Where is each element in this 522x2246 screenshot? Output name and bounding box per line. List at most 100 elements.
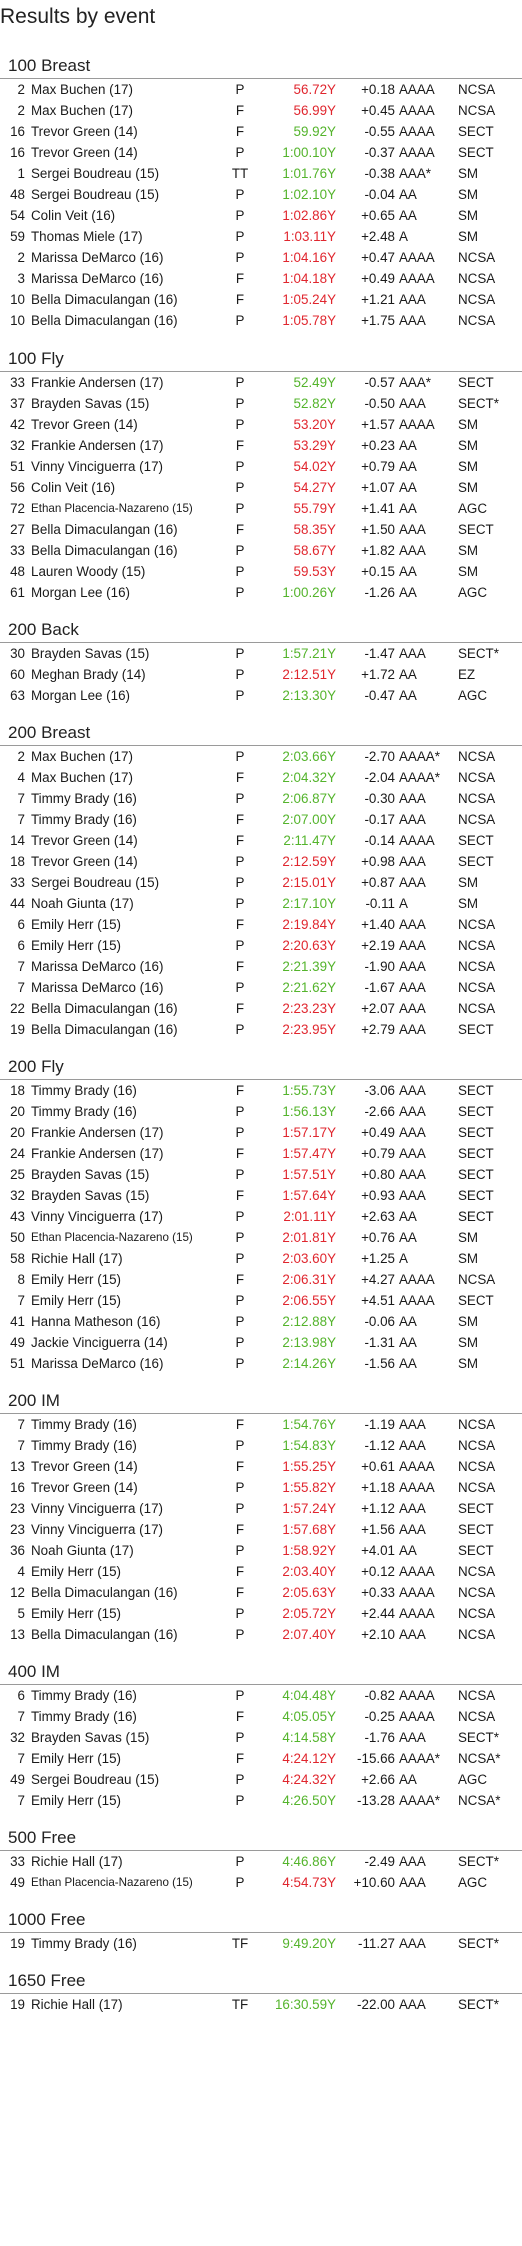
meet-cell: SECT*: [458, 396, 499, 411]
round-cell: P: [235, 229, 245, 244]
time-cell: 1:57.47Y: [282, 1146, 336, 1161]
time-cell: 58.35Y: [293, 522, 336, 537]
meet-cell: SECT: [458, 833, 494, 848]
swimmer-name: Timmy Brady (16): [31, 812, 137, 827]
swimmer-name: Emily Herr (15): [31, 1564, 122, 1579]
time-cell: 1:55.73Y: [282, 1083, 336, 1098]
swimmer-name: Marissa DeMarco (16): [31, 959, 164, 974]
place-cell: 14: [10, 833, 25, 848]
round-cell: P: [235, 1335, 245, 1350]
meet-cell: EZ: [458, 667, 476, 682]
round-cell: F: [235, 1001, 245, 1016]
result-row: 12 Bella Dimaculangan (16) F 2:05.63Y +0.33 A…: [0, 1582, 522, 1603]
swimmer-name: Meghan Brady (14): [31, 667, 146, 682]
meet-cell: NCSA: [458, 1606, 496, 1621]
standard-cell: A: [399, 1251, 408, 1266]
delta-cell: +10.60: [353, 1875, 395, 1890]
time-cell: 2:23.95Y: [282, 1022, 336, 1037]
place-cell: 49: [10, 1875, 25, 1890]
swimmer-name: Sergei Boudreau (15): [31, 187, 160, 202]
result-row: 19 Richie Hall (17) TF 16:30.59Y -22.00 AAA SE…: [0, 1994, 522, 2015]
round-cell: P: [235, 1125, 245, 1140]
standard-cell: AAA: [399, 1730, 426, 1745]
place-cell: 48: [10, 187, 25, 202]
meet-cell: NCSA: [458, 313, 496, 328]
round-cell: P: [235, 1543, 245, 1558]
round-cell: P: [235, 1230, 245, 1245]
round-cell: TT: [231, 166, 249, 181]
meet-cell: SECT*: [458, 1730, 499, 1745]
place-cell: 7: [17, 812, 25, 827]
meet-cell: SECT: [458, 1167, 494, 1182]
time-cell: 2:13.98Y: [282, 1335, 336, 1350]
swimmer-name: Emily Herr (15): [31, 1272, 122, 1287]
standard-cell: AAA: [399, 1188, 426, 1203]
meet-cell: SECT: [458, 124, 494, 139]
delta-cell: -2.70: [364, 749, 395, 764]
result-row: 24 Frankie Andersen (17) F 1:57.47Y +0.79 AAA…: [0, 1143, 522, 1164]
place-cell: 49: [10, 1772, 25, 1787]
place-cell: 43: [10, 1209, 25, 1224]
standard-cell: AAA: [399, 854, 426, 869]
meet-cell: SECT*: [458, 1997, 499, 2012]
standard-cell: AAA: [399, 980, 426, 995]
meet-cell: NCSA: [458, 980, 496, 995]
place-cell: 48: [10, 564, 25, 579]
round-cell: P: [235, 1772, 245, 1787]
standard-cell: AA: [399, 564, 417, 579]
place-cell: 61: [10, 585, 25, 600]
place-cell: 51: [10, 459, 25, 474]
result-row: 2 Marissa DeMarco (16) P 1:04.16Y +0.47 AAAA N…: [0, 247, 522, 268]
result-row: 7 Timmy Brady (16) F 4:05.05Y -0.25 AAAA NCSA: [0, 1706, 522, 1727]
standard-cell: AA: [399, 1356, 417, 1371]
meet-cell: NCSA: [458, 1438, 496, 1453]
meet-cell: NCSA: [458, 1272, 496, 1287]
event-title: 1650 Free: [8, 1971, 86, 1990]
standard-cell: AA: [399, 1314, 417, 1329]
delta-cell: +1.12: [361, 1501, 395, 1516]
round-cell: P: [235, 250, 245, 265]
standard-cell: AAAA: [399, 250, 435, 265]
standard-cell: AA: [399, 187, 417, 202]
round-cell: P: [235, 791, 245, 806]
swimmer-name: Frankie Andersen (17): [31, 438, 164, 453]
swimmer-name: Timmy Brady (16): [31, 1417, 137, 1432]
place-cell: 63: [10, 688, 25, 703]
result-row: 20 Frankie Andersen (17) P 1:57.17Y +0.49 AAA…: [0, 1122, 522, 1143]
delta-cell: +0.87: [361, 875, 395, 890]
result-row: 4 Emily Herr (15) F 2:03.40Y +0.12 AAAA NCSA: [0, 1561, 522, 1582]
place-cell: 7: [17, 1709, 25, 1724]
time-cell: 2:13.30Y: [282, 688, 336, 703]
result-row: 27 Bella Dimaculangan (16) F 58.35Y +1.50 AAA…: [0, 519, 522, 540]
place-cell: 56: [10, 480, 25, 495]
result-row: 2 Max Buchen (17) P 56.72Y +0.18 AAAA NCSA: [0, 79, 522, 100]
place-cell: 7: [17, 980, 25, 995]
time-cell: 2:14.26Y: [282, 1356, 336, 1371]
delta-cell: +1.07: [361, 480, 395, 495]
swimmer-name: Brayden Savas (15): [31, 396, 150, 411]
time-cell: 2:03.60Y: [282, 1251, 336, 1266]
result-row: 16 Trevor Green (14) F 59.92Y -0.55 AAAA SECT: [0, 121, 522, 142]
delta-cell: -0.04: [364, 187, 395, 202]
standard-cell: AAA: [399, 1522, 426, 1537]
time-cell: 4:24.32Y: [282, 1772, 336, 1787]
result-row: 49 Sergei Boudreau (15) P 4:24.32Y +2.66 AA AG…: [0, 1769, 522, 1790]
place-cell: 7: [17, 1293, 25, 1308]
round-cell: P: [235, 1209, 245, 1224]
swimmer-name: Frankie Andersen (17): [31, 375, 164, 390]
place-cell: 4: [17, 1564, 25, 1579]
meet-cell: SECT: [458, 1104, 494, 1119]
place-cell: 6: [17, 917, 25, 932]
round-cell: P: [235, 1022, 245, 1037]
time-cell: 2:01.81Y: [282, 1230, 336, 1245]
meet-cell: SECT*: [458, 1854, 499, 1869]
delta-cell: -15.66: [357, 1751, 395, 1766]
standard-cell: AAA: [399, 396, 426, 411]
result-row: 13 Trevor Green (14) F 1:55.25Y +0.61 AAAA NCS…: [0, 1456, 522, 1477]
swimmer-name: Brayden Savas (15): [31, 646, 150, 661]
round-cell: P: [235, 646, 245, 661]
round-cell: P: [235, 208, 245, 223]
delta-cell: -3.06: [364, 1083, 395, 1098]
place-cell: 33: [10, 375, 25, 390]
standard-cell: AAA: [399, 1501, 426, 1516]
